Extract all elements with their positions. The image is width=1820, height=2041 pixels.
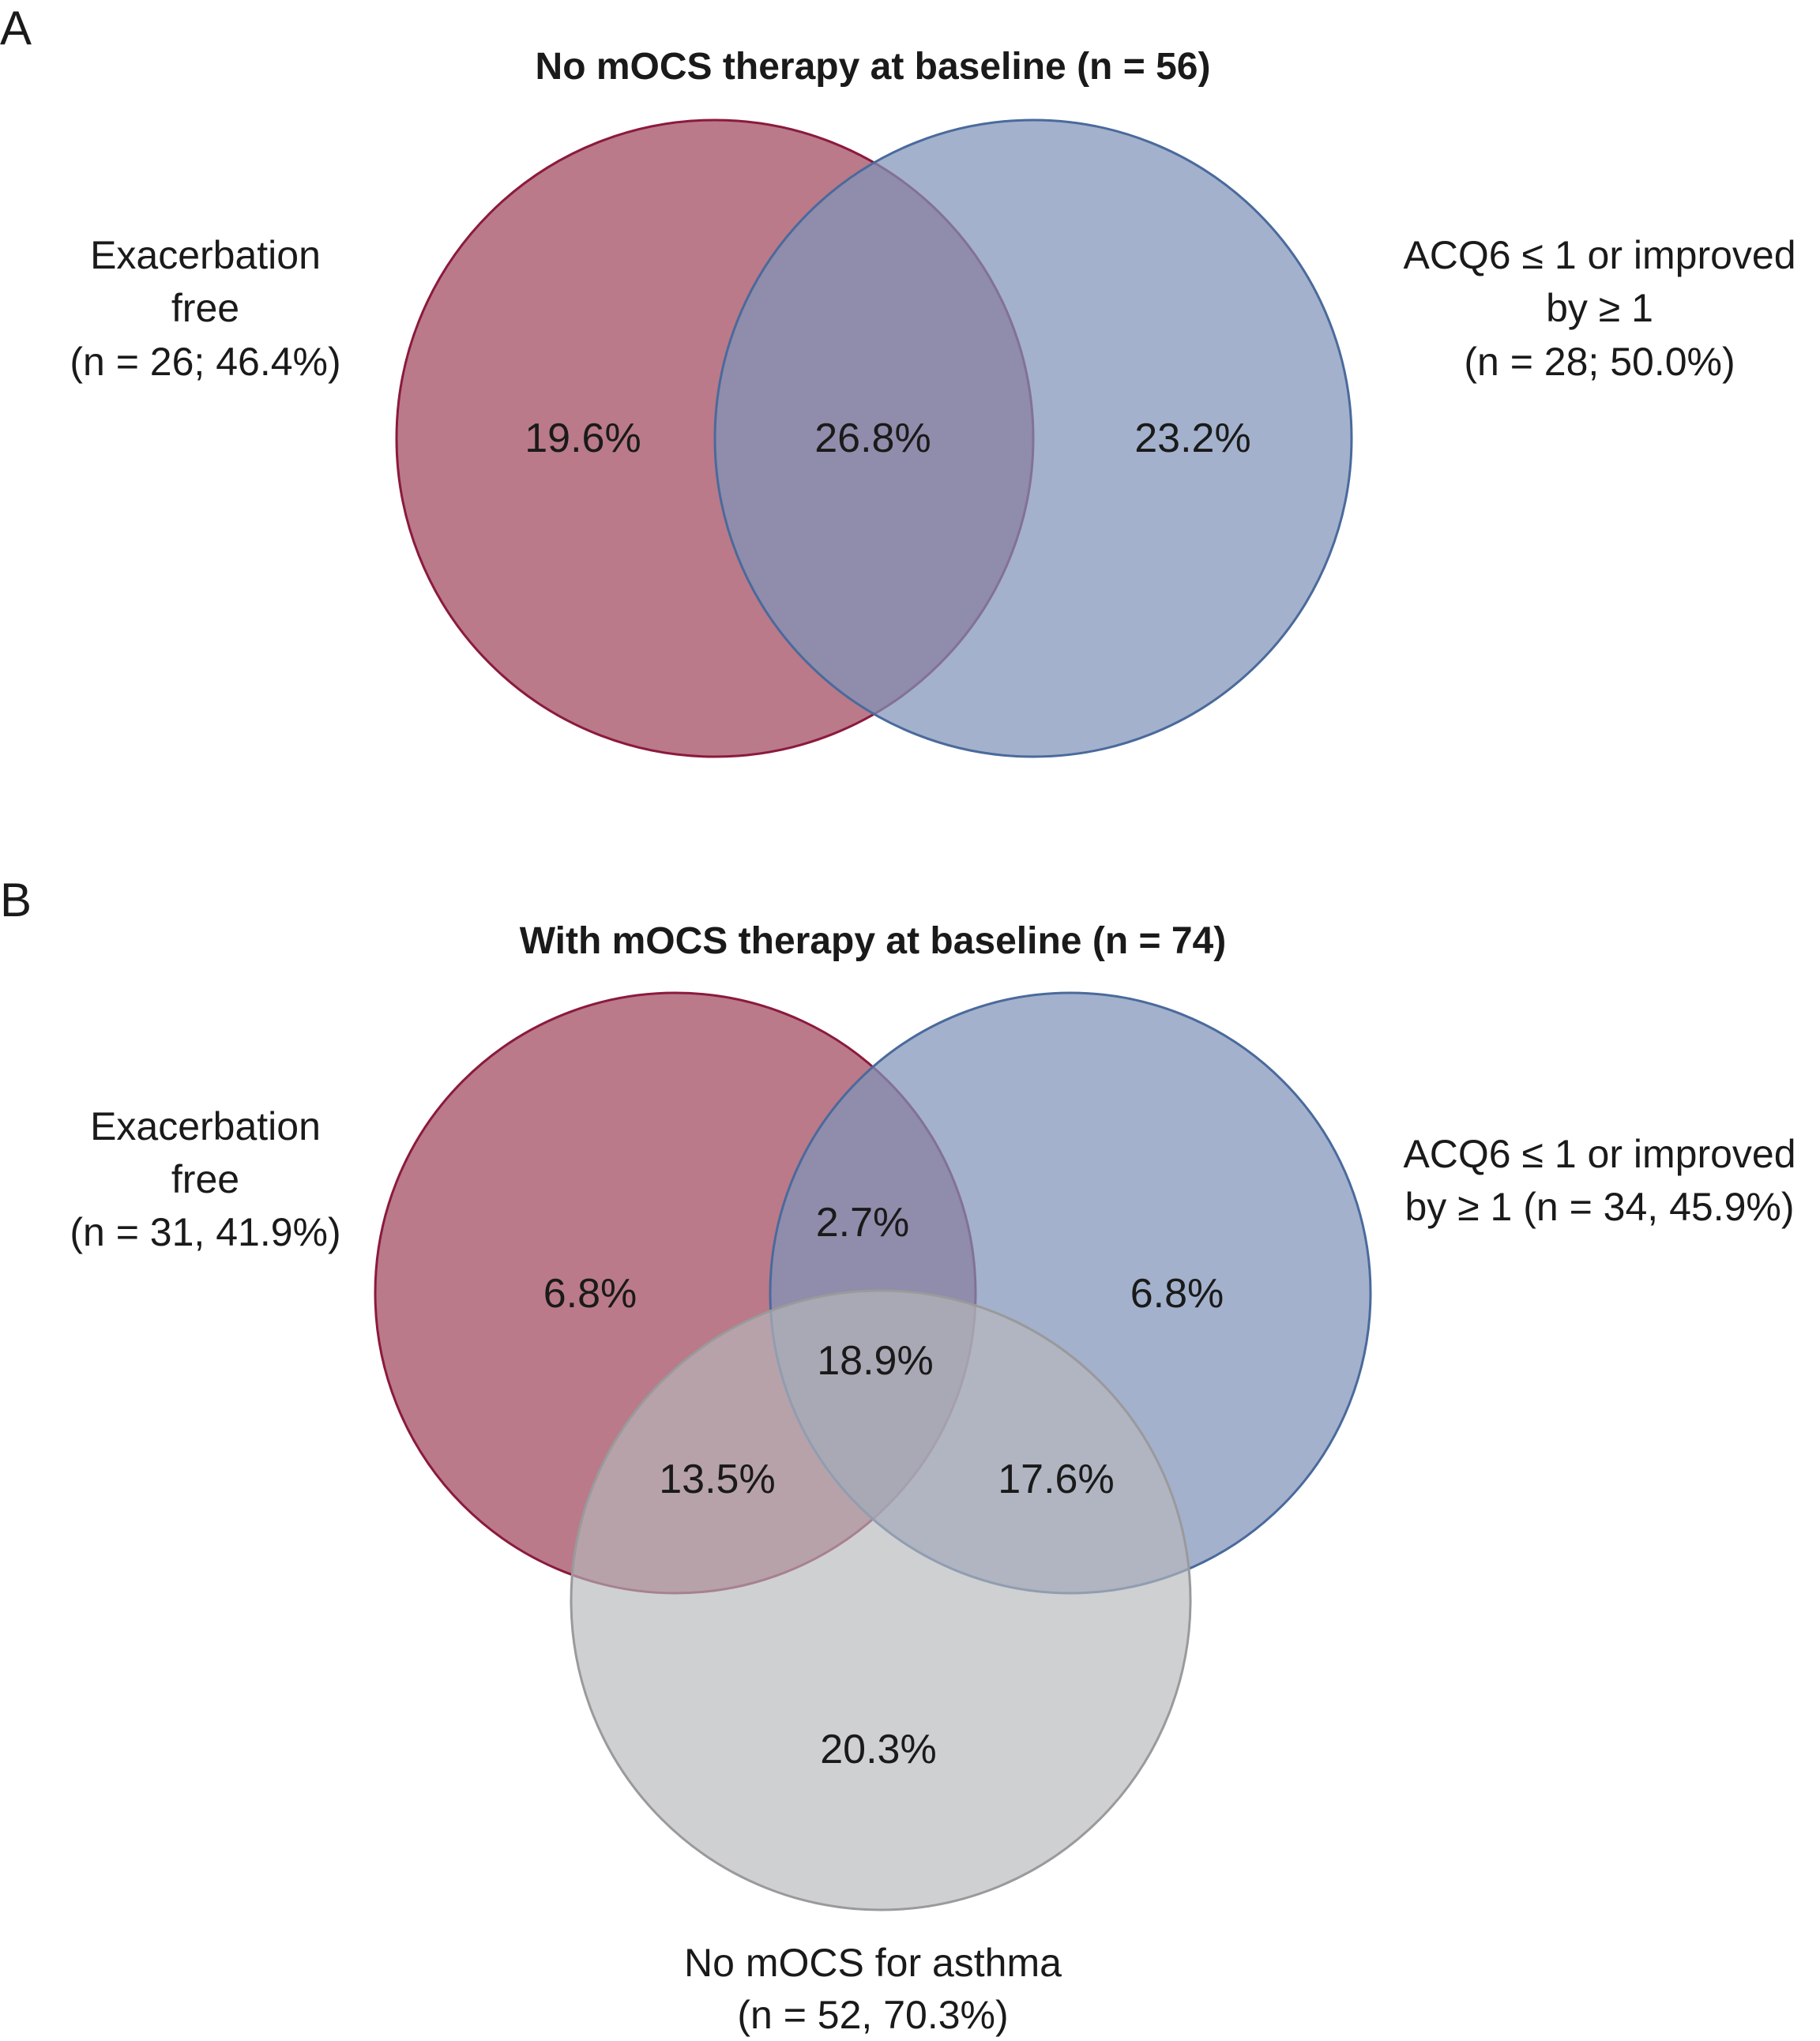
panel-b: B With mOCS therapy at baseline (n = 74)… xyxy=(0,874,1796,2037)
panel-b-title: With mOCS therapy at baseline (n = 74) xyxy=(520,920,1226,962)
panel-a-region-both: 26.8% xyxy=(814,415,931,461)
panel-b-region-exacerbation-acq6: 2.7% xyxy=(816,1200,910,1246)
panel-a-label-exacerbation-line1: Exacerbation xyxy=(90,233,321,277)
panel-b-label-acq6-line2: by ≥ 1 (n = 34, 45.9%) xyxy=(1405,1185,1795,1229)
panel-b-region-all-three: 18.9% xyxy=(817,1338,933,1384)
panel-a-letter: A xyxy=(0,2,32,55)
panel-b-label-exacerbation-line2: free xyxy=(171,1157,239,1201)
panel-b-region-exacerbation-only: 6.8% xyxy=(543,1271,637,1317)
panel-a-label-acq6-line2: by ≥ 1 xyxy=(1546,286,1653,330)
panel-a-circle-acq6 xyxy=(713,118,1353,758)
panel-b-circle-no-mocs xyxy=(570,1289,1192,1911)
panel-b-label-no-mocs-line2: (n = 52, 70.3%) xyxy=(737,1993,1008,2037)
panel-b-label-exacerbation-line1: Exacerbation xyxy=(90,1104,321,1148)
panel-a-title: No mOCS therapy at baseline (n = 56) xyxy=(536,46,1211,88)
panel-b-region-acq6-no-mocs: 17.6% xyxy=(998,1457,1114,1502)
panel-b-region-exacerbation-no-mocs: 13.5% xyxy=(659,1457,775,1502)
panel-a-label-acq6-line3: (n = 28; 50.0%) xyxy=(1464,340,1735,384)
panel-b-label-no-mocs-line1: No mOCS for asthma xyxy=(684,1941,1062,1985)
panel-b-label-exacerbation-line3: (n = 31, 41.9%) xyxy=(70,1210,340,1254)
panel-a-label-exacerbation-line2: free xyxy=(171,286,239,330)
panel-a-region-exacerbation-only: 19.6% xyxy=(525,415,641,461)
panel-b-label-acq6-line1: ACQ6 ≤ 1 or improved xyxy=(1403,1132,1796,1176)
panel-b-region-acq6-only: 6.8% xyxy=(1130,1271,1224,1317)
panel-a-label-acq6-line1: ACQ6 ≤ 1 or improved xyxy=(1403,233,1796,277)
panel-a: A No mOCS therapy at baseline (n = 56) E… xyxy=(0,2,1796,758)
panel-b-letter: B xyxy=(0,874,32,927)
panel-b-region-no-mocs-only: 20.3% xyxy=(820,1727,936,1772)
panel-a-region-acq6-only: 23.2% xyxy=(1134,415,1250,461)
panel-a-label-exacerbation-line3: (n = 26; 46.4%) xyxy=(70,340,340,384)
